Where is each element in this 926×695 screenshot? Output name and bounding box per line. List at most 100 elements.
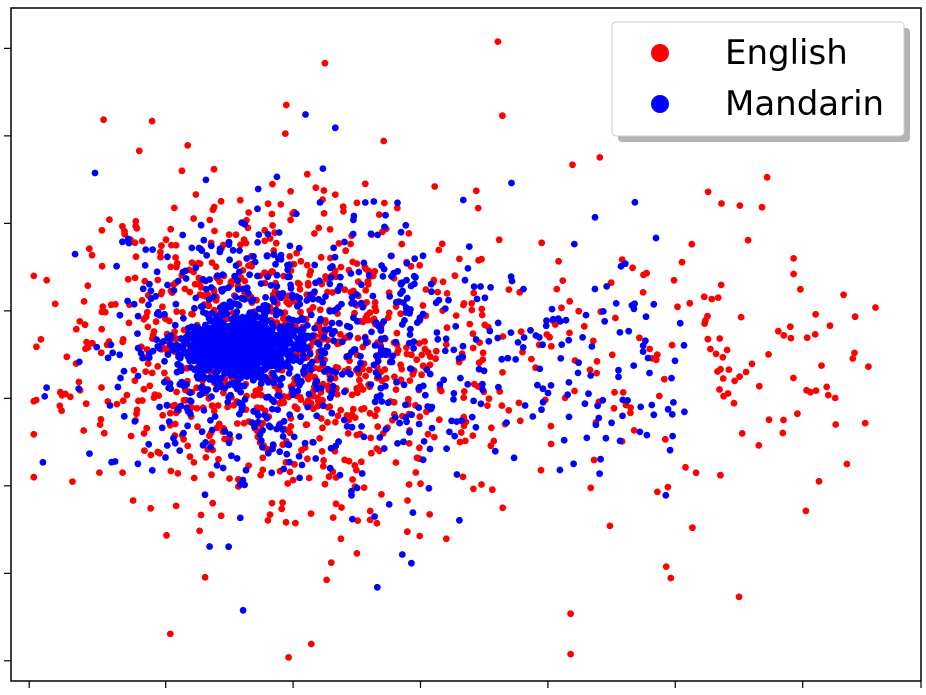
english-point	[140, 315, 148, 323]
english-point	[392, 459, 400, 466]
mandarin-point	[306, 350, 314, 358]
english-point	[748, 360, 756, 368]
english-point	[415, 340, 423, 347]
english-point	[140, 385, 148, 393]
mandarin-point	[265, 378, 272, 386]
mandarin-point	[237, 388, 245, 396]
english-point	[169, 402, 177, 410]
mandarin-point	[242, 359, 250, 367]
mandarin-point	[269, 441, 277, 449]
english-point	[797, 285, 804, 293]
english-point	[316, 325, 323, 332]
mandarin-point	[354, 365, 361, 373]
mandarin-point	[338, 370, 346, 378]
mandarin-point	[197, 221, 205, 229]
mandarin-point	[301, 363, 309, 371]
mandarin-point	[192, 323, 200, 331]
english-point	[416, 444, 423, 452]
mandarin-point	[202, 362, 210, 370]
mandarin-point	[298, 461, 306, 469]
mandarin-point	[256, 327, 264, 335]
mandarin-point	[370, 361, 378, 369]
english-point	[655, 392, 663, 400]
mandarin-point	[510, 454, 518, 462]
english-point	[56, 402, 64, 410]
mandarin-point	[141, 262, 149, 269]
english-point	[148, 369, 156, 377]
mandarin-point	[196, 360, 204, 368]
english-point	[517, 328, 525, 336]
english-point	[172, 502, 180, 510]
english-point	[438, 240, 446, 248]
mandarin-point	[203, 252, 211, 259]
english-point	[555, 257, 562, 265]
mandarin-point	[397, 281, 405, 288]
mandarin-point	[652, 234, 660, 242]
english-point	[434, 288, 442, 296]
english-point	[718, 200, 725, 207]
mandarin-point	[380, 445, 388, 452]
english-point	[337, 535, 345, 543]
english-point	[66, 393, 74, 401]
mandarin-point	[436, 381, 444, 388]
mandarin-point	[520, 334, 528, 341]
mandarin-point	[116, 351, 124, 359]
english-point	[266, 511, 274, 518]
english-point	[286, 468, 294, 476]
mandarin-point	[595, 414, 603, 422]
mandarin-point	[648, 401, 656, 409]
mandarin-point	[147, 295, 155, 303]
mandarin-point	[272, 311, 280, 319]
english-point	[708, 295, 716, 303]
english-point	[481, 321, 489, 329]
mandarin-point	[419, 382, 427, 390]
mandarin-point	[636, 428, 644, 436]
english-point	[380, 137, 388, 145]
mandarin-point	[251, 361, 259, 369]
english-point	[470, 485, 477, 493]
mandarin-point	[119, 238, 126, 246]
english-point	[495, 236, 503, 244]
english-point	[99, 303, 107, 310]
mandarin-point	[264, 330, 272, 337]
english-point	[474, 204, 482, 212]
english-point	[840, 291, 847, 299]
english-point	[307, 640, 315, 648]
english-point	[181, 285, 189, 293]
mandarin-point	[199, 371, 206, 378]
mandarin-point	[235, 286, 242, 293]
english-point	[700, 293, 708, 301]
mandarin-point	[670, 399, 677, 406]
english-point	[88, 251, 96, 259]
mandarin-point	[560, 436, 568, 444]
mandarin-point	[207, 417, 214, 424]
mandarin-point	[487, 284, 494, 291]
mandarin-point	[397, 290, 404, 297]
mandarin-point	[335, 319, 343, 327]
english-point	[43, 276, 51, 284]
mandarin-point	[353, 484, 361, 492]
mandarin-point	[254, 239, 261, 246]
english-point	[688, 240, 696, 248]
mandarin-point	[357, 299, 365, 307]
mandarin-point	[373, 583, 381, 591]
mandarin-point	[599, 396, 607, 404]
mandarin-point	[239, 606, 247, 614]
english-point	[30, 430, 38, 438]
english-point	[366, 366, 373, 374]
english-point	[264, 517, 272, 524]
mandarin-point	[599, 308, 607, 315]
english-point	[546, 333, 553, 341]
english-point	[435, 416, 443, 424]
english-point	[296, 286, 304, 293]
mandarin-point	[371, 398, 379, 406]
mandarin-point	[464, 380, 472, 388]
english-point	[812, 387, 820, 394]
mandarin-point	[319, 359, 327, 367]
english-point	[141, 447, 148, 454]
english-point	[408, 351, 415, 359]
mandarin-point	[327, 375, 335, 382]
mandarin-point	[380, 318, 388, 325]
mandarin-point	[534, 381, 541, 389]
english-point	[306, 271, 313, 279]
